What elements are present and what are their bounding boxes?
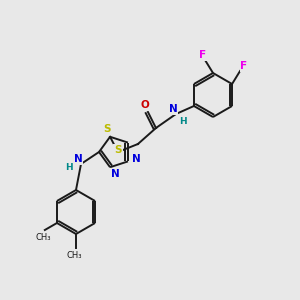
Text: N: N	[169, 104, 177, 114]
Text: CH₃: CH₃	[66, 250, 82, 260]
Text: F: F	[200, 50, 207, 60]
Text: N: N	[132, 154, 140, 164]
Text: CH₃: CH₃	[35, 232, 51, 242]
Text: S: S	[103, 124, 111, 134]
Text: H: H	[179, 116, 187, 125]
Text: O: O	[141, 100, 149, 110]
Text: F: F	[241, 61, 248, 71]
Text: N: N	[74, 154, 82, 164]
Text: N: N	[111, 169, 119, 179]
Text: S: S	[114, 145, 122, 155]
Text: H: H	[65, 164, 73, 172]
